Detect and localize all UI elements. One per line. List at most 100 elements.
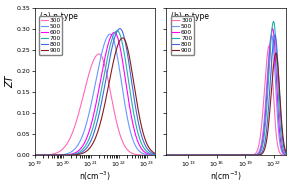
300 bbox=[285, 154, 288, 156]
Legend: 300, 500, 600, 700, 800, 900: 300, 500, 600, 700, 800, 900 bbox=[171, 16, 194, 55]
900 bbox=[274, 52, 278, 54]
900 bbox=[128, 56, 131, 58]
800 bbox=[150, 152, 153, 154]
800 bbox=[150, 152, 153, 154]
Line: 600: 600 bbox=[35, 33, 155, 155]
800 bbox=[171, 154, 174, 156]
300 bbox=[223, 154, 227, 156]
600 bbox=[39, 154, 43, 156]
500 bbox=[281, 153, 285, 155]
600 bbox=[165, 154, 168, 156]
X-axis label: n(cm$^{-3}$): n(cm$^{-3}$) bbox=[79, 170, 111, 184]
Legend: 300, 500, 600, 700, 800, 900: 300, 500, 600, 700, 800, 900 bbox=[39, 16, 62, 55]
900 bbox=[121, 37, 124, 39]
Line: 300: 300 bbox=[35, 54, 155, 155]
Line: 600: 600 bbox=[166, 29, 286, 155]
500 bbox=[91, 93, 95, 95]
900 bbox=[91, 142, 95, 144]
900 bbox=[165, 154, 168, 156]
600 bbox=[281, 151, 285, 153]
700 bbox=[259, 150, 263, 152]
500 bbox=[270, 34, 273, 36]
700 bbox=[150, 153, 153, 155]
600 bbox=[259, 148, 263, 150]
300 bbox=[153, 154, 157, 156]
900 bbox=[259, 153, 263, 156]
300 bbox=[259, 131, 263, 133]
500 bbox=[108, 33, 112, 35]
500 bbox=[153, 154, 157, 156]
600 bbox=[88, 127, 92, 130]
900 bbox=[33, 154, 36, 156]
800 bbox=[273, 34, 277, 36]
Line: 700: 700 bbox=[35, 31, 155, 155]
Line: 800: 800 bbox=[35, 29, 155, 155]
500 bbox=[259, 145, 263, 147]
900 bbox=[39, 154, 43, 156]
500 bbox=[33, 154, 36, 156]
Line: 800: 800 bbox=[166, 35, 286, 155]
800 bbox=[220, 154, 223, 156]
500 bbox=[39, 154, 43, 156]
800 bbox=[39, 154, 43, 156]
700 bbox=[171, 154, 174, 156]
500 bbox=[165, 154, 168, 156]
800 bbox=[128, 66, 131, 68]
700 bbox=[281, 148, 285, 150]
800 bbox=[281, 141, 285, 143]
Text: (a) n-type: (a) n-type bbox=[40, 12, 78, 21]
Line: 700: 700 bbox=[166, 22, 286, 155]
300 bbox=[150, 154, 153, 156]
500 bbox=[285, 154, 288, 156]
Text: (b) p-type: (b) p-type bbox=[171, 12, 209, 21]
700 bbox=[33, 154, 36, 156]
600 bbox=[220, 154, 223, 156]
900 bbox=[223, 154, 227, 156]
800 bbox=[285, 153, 288, 155]
Line: 900: 900 bbox=[35, 38, 155, 155]
600 bbox=[150, 153, 153, 156]
300 bbox=[267, 44, 271, 47]
700 bbox=[153, 154, 157, 156]
700 bbox=[165, 154, 168, 156]
500 bbox=[171, 154, 174, 156]
800 bbox=[281, 140, 285, 143]
Line: 500: 500 bbox=[35, 34, 155, 155]
Line: 900: 900 bbox=[166, 53, 286, 155]
900 bbox=[153, 152, 157, 154]
Line: 500: 500 bbox=[166, 35, 286, 155]
Line: 300: 300 bbox=[166, 46, 286, 155]
700 bbox=[220, 154, 223, 156]
600 bbox=[33, 154, 36, 156]
300 bbox=[281, 154, 285, 156]
700 bbox=[128, 86, 131, 88]
700 bbox=[272, 20, 275, 23]
500 bbox=[128, 126, 131, 129]
800 bbox=[118, 28, 122, 30]
900 bbox=[220, 154, 223, 156]
900 bbox=[150, 150, 153, 152]
300 bbox=[281, 154, 285, 156]
700 bbox=[39, 154, 43, 156]
700 bbox=[285, 154, 288, 156]
600 bbox=[153, 154, 157, 156]
500 bbox=[281, 153, 285, 155]
500 bbox=[150, 154, 153, 156]
600 bbox=[150, 153, 153, 156]
900 bbox=[281, 135, 285, 137]
700 bbox=[223, 154, 227, 156]
900 bbox=[150, 150, 153, 152]
Y-axis label: ZT: ZT bbox=[6, 75, 15, 88]
700 bbox=[281, 148, 285, 150]
300 bbox=[150, 154, 153, 156]
600 bbox=[281, 151, 285, 153]
600 bbox=[271, 28, 274, 30]
800 bbox=[223, 154, 227, 156]
300 bbox=[165, 154, 168, 156]
700 bbox=[150, 153, 153, 155]
300 bbox=[33, 154, 36, 156]
300 bbox=[220, 154, 223, 156]
800 bbox=[153, 153, 157, 155]
900 bbox=[171, 154, 174, 156]
600 bbox=[285, 154, 288, 156]
